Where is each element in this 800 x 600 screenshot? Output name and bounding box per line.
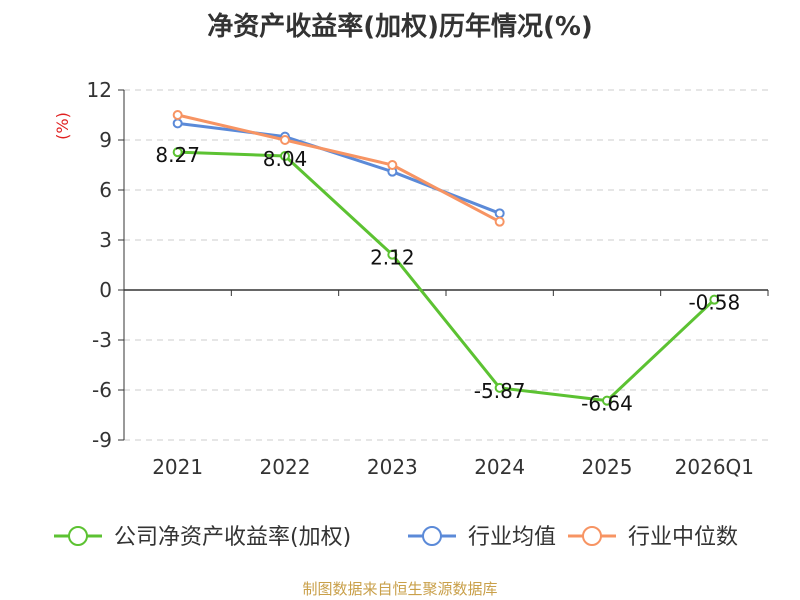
y-tick-label: -6 <box>92 378 112 402</box>
y-axis-unit: (%) <box>53 112 72 140</box>
data-label: -6.64 <box>581 392 633 416</box>
legend-marker-1 <box>422 526 442 546</box>
series-line-0 <box>177 150 716 403</box>
series-line-1 <box>177 121 501 215</box>
data-point-1 <box>172 118 183 129</box>
data-point-0 <box>602 395 612 406</box>
data-point-0 <box>709 294 720 305</box>
y-tick-label: 12 <box>87 78 112 102</box>
data-labels: 8.27 8.04 2.12 -5.87 -6.64 -0.58 <box>155 143 740 416</box>
x-tick-label: 2026Q1 <box>675 455 754 479</box>
data-point-2 <box>280 135 290 145</box>
y-tick-label: 9 <box>99 128 112 152</box>
data-label: 2.12 <box>370 246 415 270</box>
legend-label-2: 行业中位数 <box>628 525 738 550</box>
legend-marker-0 <box>68 526 88 546</box>
data-point-1 <box>494 208 505 219</box>
source-note: 制图数据来自恒生聚源数据库 <box>302 580 498 598</box>
x-tick-label: 2021 <box>152 455 203 479</box>
legend-label-1: 行业均值 <box>468 525 556 550</box>
y-tick-label: 0 <box>99 278 112 302</box>
x-tick-label: 2024 <box>474 455 525 479</box>
x-tick-label: 2025 <box>582 455 633 479</box>
data-point-2 <box>172 110 183 120</box>
data-label: -5.87 <box>474 379 526 403</box>
data-label: -0.58 <box>688 291 740 315</box>
data-point-0 <box>280 151 290 161</box>
y-tick-label: 6 <box>99 178 112 202</box>
data-label: 8.27 <box>155 143 200 167</box>
legend-marker-2 <box>582 526 602 546</box>
axes: 12 9 6 3 0 -3 -6 -9 2021 2022 2023 2024 2025 2026Q1 (%… <box>53 78 769 479</box>
x-tick-label: 2023 <box>367 455 418 479</box>
data-point-2 <box>387 160 398 170</box>
y-tick-label: -3 <box>92 328 112 352</box>
data-label: 8.04 <box>263 147 308 171</box>
data-point-0 <box>387 249 398 260</box>
data-point-0 <box>494 382 505 393</box>
data-point-0 <box>172 147 183 158</box>
series-lines <box>172 110 720 406</box>
y-tick-label: -9 <box>92 428 112 452</box>
x-tick-label: 2022 <box>260 455 311 479</box>
chart-title: 净资产收益率(加权)历年情况(%) <box>207 12 593 42</box>
y-tick-label: 3 <box>99 228 112 252</box>
legend-label-0: 公司净资产收益率(加权) <box>114 525 351 550</box>
grid-lines <box>124 89 768 441</box>
data-point-2 <box>494 216 505 227</box>
legend: 公司净资产收益率(加权) 行业均值 行业中位数 <box>54 525 738 550</box>
series-line-2 <box>177 113 501 223</box>
